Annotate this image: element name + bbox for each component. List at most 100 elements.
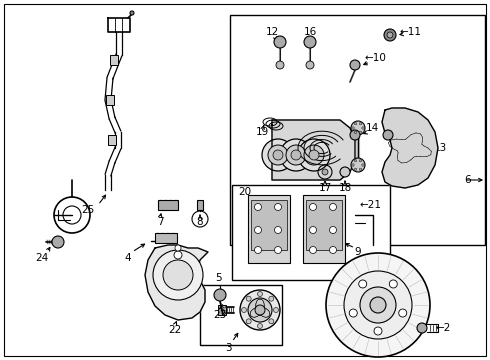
Circle shape	[254, 226, 262, 234]
Circle shape	[351, 121, 365, 135]
Text: 8: 8	[196, 217, 203, 227]
Text: ←2: ←2	[435, 323, 451, 333]
Circle shape	[359, 168, 362, 171]
Circle shape	[352, 127, 354, 129]
Circle shape	[322, 169, 328, 175]
Circle shape	[254, 247, 262, 253]
Circle shape	[384, 29, 396, 41]
Circle shape	[246, 296, 251, 301]
Bar	[110, 55, 118, 65]
Bar	[108, 135, 116, 145]
Polygon shape	[145, 245, 208, 320]
Bar	[232, 185, 390, 280]
Circle shape	[214, 289, 226, 301]
Circle shape	[291, 150, 301, 160]
Circle shape	[273, 307, 278, 312]
Circle shape	[274, 226, 281, 234]
Text: 15: 15	[392, 123, 405, 133]
Bar	[303, 195, 345, 263]
Circle shape	[306, 61, 314, 69]
Bar	[158, 200, 178, 210]
Text: 25: 25	[81, 205, 95, 215]
Text: 5: 5	[215, 273, 221, 283]
Circle shape	[370, 297, 386, 313]
Circle shape	[310, 226, 317, 234]
Text: ←1: ←1	[392, 295, 408, 305]
Text: 4: 4	[124, 253, 131, 263]
Circle shape	[242, 307, 246, 312]
Circle shape	[354, 159, 357, 162]
Circle shape	[362, 127, 364, 129]
Text: 20: 20	[239, 187, 251, 197]
Circle shape	[344, 271, 412, 339]
Circle shape	[360, 287, 396, 323]
Circle shape	[329, 247, 337, 253]
Bar	[218, 305, 226, 315]
Circle shape	[387, 32, 393, 38]
Circle shape	[374, 327, 382, 335]
Text: 23: 23	[213, 310, 227, 320]
Circle shape	[326, 253, 430, 357]
Circle shape	[350, 130, 360, 140]
Circle shape	[240, 290, 280, 330]
Circle shape	[354, 168, 357, 171]
Circle shape	[269, 319, 274, 324]
Circle shape	[362, 164, 364, 166]
Text: 17: 17	[318, 183, 332, 193]
Circle shape	[310, 247, 317, 253]
Circle shape	[399, 309, 407, 317]
Circle shape	[254, 203, 262, 211]
Text: 16: 16	[303, 27, 317, 37]
Text: 18: 18	[339, 183, 352, 193]
Bar	[200, 285, 282, 345]
Text: ←10: ←10	[364, 53, 386, 63]
Circle shape	[304, 145, 324, 165]
Circle shape	[274, 36, 286, 48]
Circle shape	[351, 158, 365, 172]
Text: 6: 6	[465, 175, 471, 185]
Circle shape	[274, 203, 281, 211]
Circle shape	[175, 245, 181, 251]
Circle shape	[153, 250, 203, 300]
Text: 13: 13	[433, 143, 446, 153]
Circle shape	[255, 305, 265, 315]
Circle shape	[349, 309, 357, 317]
Text: 12: 12	[266, 27, 279, 37]
Bar	[230, 15, 485, 245]
Circle shape	[274, 247, 281, 253]
Circle shape	[258, 324, 263, 328]
Circle shape	[359, 159, 362, 162]
Circle shape	[246, 319, 251, 324]
Circle shape	[310, 203, 317, 211]
Bar	[306, 200, 342, 250]
Circle shape	[130, 11, 134, 15]
Circle shape	[304, 36, 316, 48]
Circle shape	[280, 139, 312, 171]
Circle shape	[286, 145, 306, 165]
Circle shape	[354, 131, 357, 134]
Text: 22: 22	[169, 325, 182, 335]
Bar	[197, 200, 203, 210]
Circle shape	[340, 167, 350, 177]
Circle shape	[273, 150, 283, 160]
Text: 14: 14	[366, 123, 379, 133]
Bar	[248, 195, 290, 263]
Circle shape	[359, 122, 362, 125]
Bar	[251, 200, 287, 250]
Circle shape	[309, 150, 319, 160]
Circle shape	[329, 226, 337, 234]
Bar	[106, 95, 114, 105]
Circle shape	[389, 280, 397, 288]
Circle shape	[354, 122, 357, 125]
Text: ←11: ←11	[399, 27, 421, 37]
Circle shape	[417, 323, 427, 333]
Circle shape	[383, 130, 393, 140]
Circle shape	[276, 61, 284, 69]
Circle shape	[352, 164, 354, 166]
Circle shape	[298, 139, 330, 171]
Circle shape	[248, 298, 272, 322]
Text: 3: 3	[225, 343, 231, 353]
Circle shape	[174, 251, 182, 259]
Circle shape	[262, 139, 294, 171]
Circle shape	[52, 236, 64, 248]
